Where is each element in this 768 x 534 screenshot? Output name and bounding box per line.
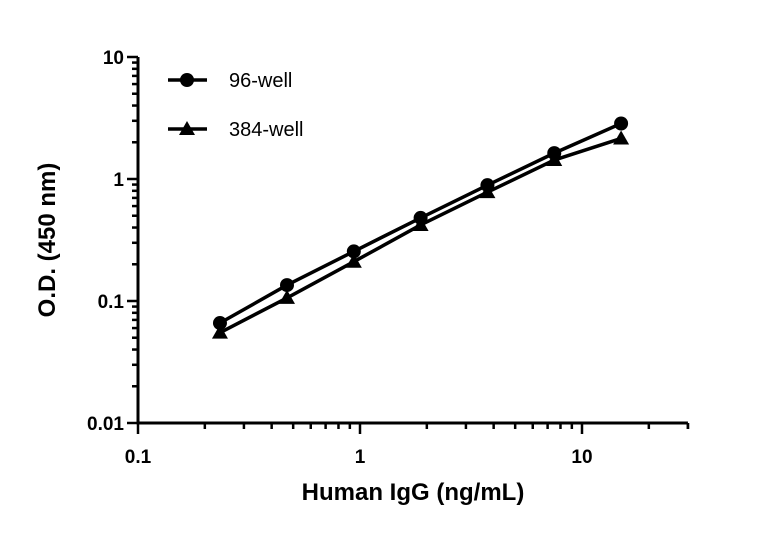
data-point bbox=[412, 216, 429, 231]
x-tick-label: 1 bbox=[355, 447, 366, 468]
x-tick-label: 0.1 bbox=[125, 447, 152, 468]
data-point bbox=[212, 316, 227, 331]
data-point bbox=[279, 289, 296, 304]
legend-label: 384-well bbox=[229, 119, 303, 141]
y-tick-label: 1 bbox=[113, 170, 124, 191]
series-384-well bbox=[211, 130, 630, 339]
x-axis-title: Human IgG (ng/mL) bbox=[302, 479, 525, 506]
y-axis-title: O.D. (450 nm) bbox=[34, 163, 61, 318]
data-point bbox=[614, 116, 629, 131]
x-tick-label: 10 bbox=[571, 447, 592, 468]
legend-marker bbox=[180, 73, 194, 87]
legend-label: 96-well bbox=[229, 70, 292, 92]
series-layer bbox=[211, 116, 630, 339]
data-point bbox=[280, 278, 295, 293]
y-tick-label: 10 bbox=[103, 48, 124, 69]
data-point bbox=[345, 253, 362, 268]
data-point bbox=[346, 244, 361, 259]
data-point bbox=[479, 184, 496, 199]
y-tick-label: 0.1 bbox=[98, 292, 125, 313]
y-tick-label: 0.01 bbox=[87, 414, 124, 435]
data-point bbox=[211, 324, 228, 339]
legend: 96-well 384-well bbox=[168, 70, 303, 141]
data-point bbox=[546, 152, 563, 167]
legend-marker bbox=[179, 121, 195, 135]
data-point bbox=[613, 130, 630, 145]
